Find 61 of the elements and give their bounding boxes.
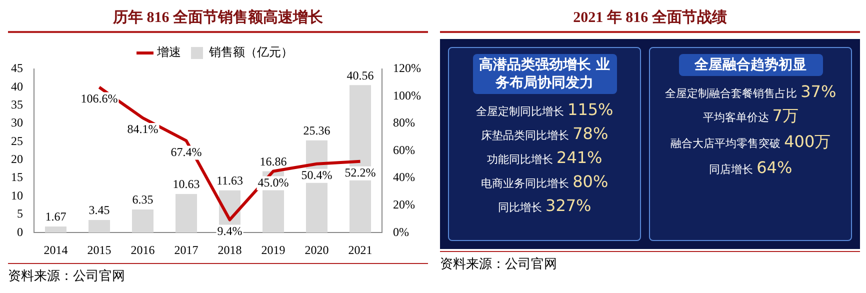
text: 全屋融合趋势初显 [678,54,823,76]
data-label: 40.56 [346,68,374,82]
data-label: 6.35 [132,192,154,207]
text: 同比增长 327% [498,196,592,215]
text: 融合大店平均零售突破 400万 [670,132,831,151]
y-tick-label: 40 [11,79,23,94]
data-label: 25.36 [303,124,330,138]
y-tick-label: 30 [11,116,23,130]
y-tick-label: 25 [11,134,23,148]
y2-tick-label: 100% [393,88,422,102]
y2-tick-label: 80% [393,116,416,130]
legend-label: 增速 [156,45,181,60]
bar [88,220,110,233]
text: 全屋定制同比增长 115% [476,100,614,119]
text: 床垫品类同比增长 78% [481,124,608,143]
data-label: 106.6% [80,91,118,106]
y2-tick-label: 20% [393,197,416,212]
x-tick-label: 2017 [174,242,198,257]
bar [132,210,154,233]
data-label: 1.67 [45,210,66,224]
y-tick-label: 0 [17,224,23,239]
text: 资料来源：公司官网 [8,263,428,285]
data-label: 3.45 [88,203,110,218]
chart-title: 历年 816 全面节销售额高速增长 [8,8,428,33]
data-label: 84.1% [127,122,158,136]
data-label: 16.86 [260,154,287,168]
text: 同店增长 64% [709,158,792,177]
legend-label: 销售额（亿元） [208,45,293,60]
y2-tick-label: 120% [393,61,422,76]
x-tick-label: 2015 [87,242,112,257]
y-tick-label: 45 [11,61,23,76]
data-label: 52.2% [344,166,376,180]
y-tick-label: 15 [11,170,23,184]
data-label: 10.63 [172,177,200,192]
x-tick-label: 2020 [304,242,329,257]
text: 高潜品类强劲增长 业务布局协同发力 [472,54,617,94]
data-label: 45.0% [258,175,289,190]
data-label: 50.4% [301,168,332,182]
bar [44,226,67,233]
text: 资料来源：公司官网 [440,251,860,273]
text: 2021 年 816 全面节战绩 [440,8,860,33]
text: 电商业务同比增长 80% [481,172,608,191]
x-tick-label: 2021 [348,242,372,257]
y-tick-label: 10 [11,188,23,202]
text: 平均客单价达 7万 [702,106,798,125]
y-tick-label: 5 [17,206,23,221]
x-tick-label: 2016 [130,242,155,257]
text: 功能同比增长 241% [487,148,602,167]
data-label: 67.4% [170,144,202,159]
y2-tick-label: 60% [393,142,416,157]
x-tick-label: 2019 [261,242,286,257]
y2-tick-label: 40% [393,170,416,184]
y-tick-label: 35 [11,98,23,112]
x-tick-label: 2014 [44,242,68,257]
y-tick-label: 20 [11,152,23,166]
bar [175,194,198,233]
data-label: 9.4% [217,224,242,238]
y2-tick-label: 0% [393,224,410,239]
text: 全屋定制融合套餐销售占比 37% [665,82,836,101]
data-label: 11.63 [216,173,244,188]
x-tick-label: 2018 [218,242,242,257]
